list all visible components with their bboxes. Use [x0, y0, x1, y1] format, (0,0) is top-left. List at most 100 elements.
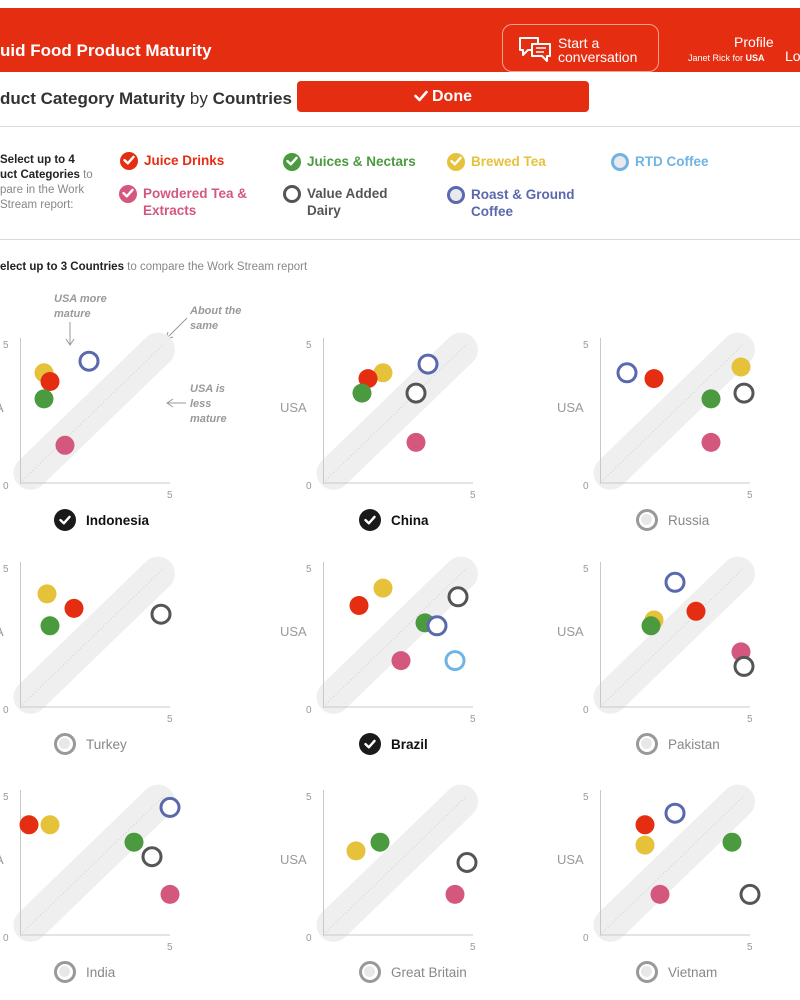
category-option-roast-and-ground-coffee[interactable]: Roast & Ground Coffee	[447, 186, 577, 220]
y-axis-min-label: 0	[583, 933, 589, 944]
unchecked-circle-icon	[54, 733, 76, 755]
country-name: Great Britain	[391, 964, 467, 980]
country-toggle-indonesia[interactable]: Indonesia	[54, 509, 149, 531]
scatter-plot	[316, 556, 478, 714]
check-icon	[59, 515, 71, 525]
y-axis-usa-label: USA	[557, 852, 584, 867]
unchecked-circle-icon	[636, 509, 658, 531]
data-point-juices-and-nectars	[641, 616, 661, 636]
category-option-juices-and-nectars[interactable]: Juices & Nectars	[283, 153, 416, 171]
app-header: uid Food Product Maturity Start a conver…	[0, 8, 800, 72]
axes	[323, 338, 473, 484]
check-icon	[450, 156, 462, 166]
scatter-plot	[13, 784, 181, 942]
data-point-value-added-dairy	[150, 603, 172, 625]
data-point-juices-and-nectars	[701, 389, 721, 409]
category-option-powdered-tea-and-extracts[interactable]: Powdered Tea & Extracts	[119, 185, 249, 219]
data-point-brewed-tea	[373, 363, 393, 383]
axes	[20, 562, 170, 708]
country-toggle-china[interactable]: China	[359, 509, 429, 531]
country-name: Pakistan	[668, 736, 720, 752]
country-toggle-russia[interactable]: Russia	[636, 509, 709, 531]
axes	[600, 338, 750, 484]
data-point-powdered-tea-and-extracts	[55, 435, 75, 455]
annotation-about-the-same: About the same	[190, 305, 242, 332]
data-point-powdered-tea-and-extracts	[650, 884, 670, 904]
category-instr-bold-1: Select up to 4	[0, 154, 75, 166]
annotation-usa-less-mature: USA is less mature	[190, 383, 227, 425]
country-toggle-great-britain[interactable]: Great Britain	[359, 961, 467, 983]
data-point-rtd-coffee	[444, 650, 466, 672]
checked-circle-icon	[120, 152, 138, 170]
country-toggle-pakistan[interactable]: Pakistan	[636, 733, 720, 755]
x-axis-max-label: 5	[167, 942, 173, 953]
category-option-brewed-tea[interactable]: Brewed Tea	[447, 153, 546, 171]
data-point-value-added-dairy	[405, 382, 427, 404]
data-point-juices-and-nectars	[722, 832, 742, 852]
axes	[600, 562, 750, 708]
y-axis-usa-label: USA	[0, 852, 4, 867]
x-axis-max-label: 5	[747, 490, 753, 501]
country-name: India	[86, 964, 116, 980]
x-axis-max-label: 5	[167, 714, 173, 725]
y-axis-min-label: 0	[3, 933, 9, 944]
country-toggle-india[interactable]: India	[54, 961, 115, 983]
scatter-plot	[316, 784, 478, 942]
y-axis-usa-label: USA	[0, 624, 4, 639]
data-point-powdered-tea-and-extracts	[445, 884, 465, 904]
data-point-value-added-dairy	[456, 852, 478, 873]
y-axis-usa-label: USA	[280, 852, 307, 867]
axes	[20, 338, 170, 484]
category-option-rtd-coffee[interactable]: RTD Coffee	[611, 153, 709, 171]
country-scatter-india: 5 0 5 USA India	[0, 784, 181, 983]
check-icon	[122, 188, 134, 198]
x-axis-max-label: 5	[747, 942, 753, 953]
unchecked-circle-icon	[283, 185, 301, 203]
done-button[interactable]: Done	[297, 81, 589, 112]
checked-circle-icon	[359, 509, 381, 531]
y-axis-max-label: 5	[3, 340, 9, 351]
y-axis-usa-label: USA	[557, 624, 584, 639]
checkmark-icon	[414, 90, 428, 102]
category-option-juice-drinks[interactable]: Juice Drinks	[120, 152, 224, 170]
y-axis-max-label: 5	[306, 340, 312, 351]
y-axis-usa-label: USA	[280, 624, 307, 639]
axes	[20, 790, 170, 936]
profile-user-name: Janet Rick for	[688, 53, 744, 63]
category-option-value-added-dairy[interactable]: Value Added Dairy	[283, 185, 413, 219]
data-point-value-added-dairy	[739, 883, 761, 905]
y-axis-min-label: 0	[583, 705, 589, 716]
divider	[0, 126, 800, 127]
category-instructions: Select up to 4 uct Categories to pare in…	[0, 153, 112, 213]
country-toggle-turkey[interactable]: Turkey	[54, 733, 127, 755]
country-instructions: elect up to 3 Countries to compare the W…	[0, 261, 307, 273]
data-point-juice-drinks	[686, 601, 706, 621]
check-icon	[286, 156, 298, 166]
check-icon	[364, 515, 376, 525]
profile-link[interactable]: Profile	[734, 34, 774, 50]
data-point-value-added-dairy	[733, 655, 755, 677]
data-point-roast-and-ground-coffee	[417, 353, 439, 375]
logout-link[interactable]: Lo	[785, 48, 800, 64]
page-title-by: by	[189, 89, 208, 108]
category-label: Juices & Nectars	[307, 154, 416, 169]
data-point-juices-and-nectars	[352, 383, 372, 403]
data-point-juice-drinks	[349, 596, 369, 615]
data-point-value-added-dairy	[447, 586, 469, 608]
axes	[600, 790, 750, 936]
data-point-juice-drinks	[40, 372, 60, 391]
country-toggle-brazil[interactable]: Brazil	[359, 733, 428, 755]
category-label: Roast & Ground Coffee	[471, 187, 575, 219]
divider	[0, 239, 800, 240]
scatter-plot	[13, 556, 175, 714]
category-label: RTD Coffee	[635, 154, 709, 169]
start-conversation-button[interactable]: Start a conversation	[502, 24, 659, 72]
checked-circle-icon	[119, 185, 137, 203]
page-title: duct Category Maturity by Countries	[0, 89, 292, 109]
unchecked-circle-icon	[447, 186, 465, 204]
data-point-value-added-dairy	[733, 382, 755, 404]
country-toggle-vietnam[interactable]: Vietnam	[636, 961, 717, 983]
checked-circle-icon	[447, 153, 465, 171]
category-instr-rest-1: to	[83, 169, 93, 181]
data-point-juice-drinks	[64, 598, 84, 618]
